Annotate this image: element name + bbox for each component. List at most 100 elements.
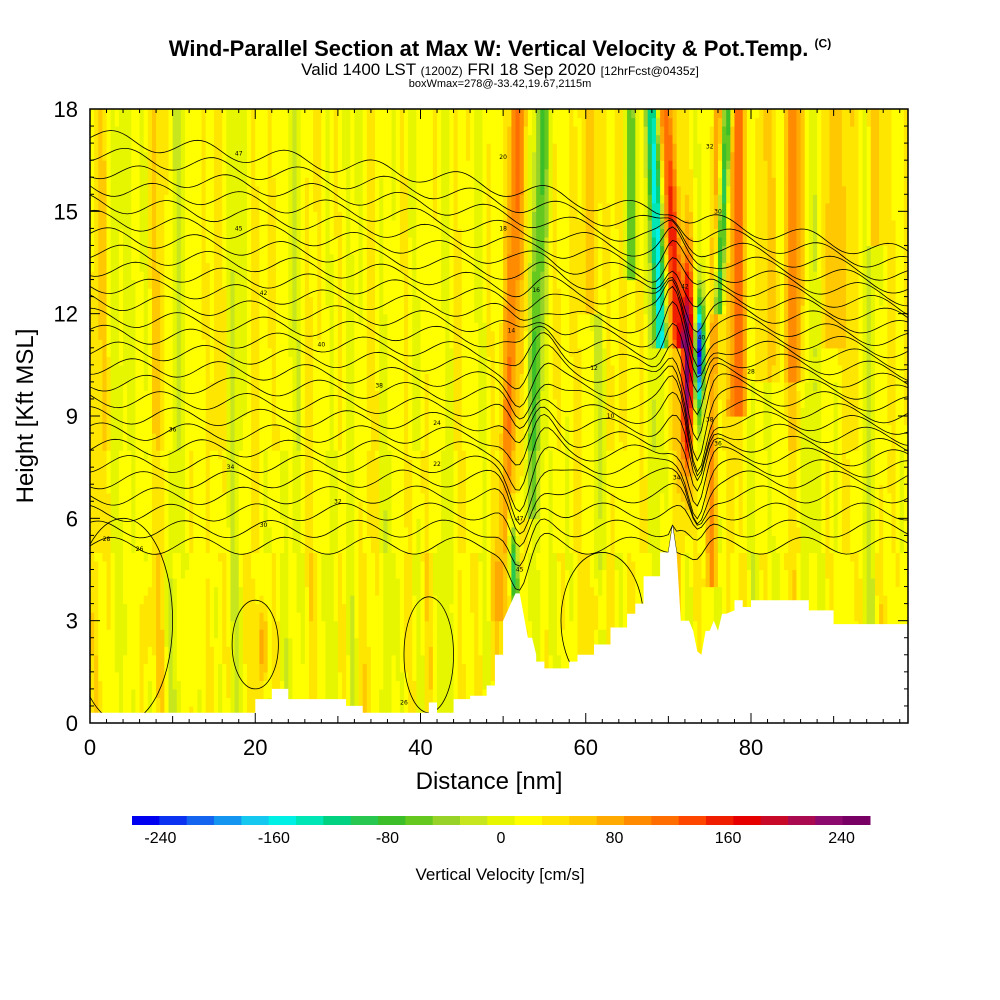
heatmap-cell (222, 322, 227, 332)
heatmap-cell (127, 126, 132, 136)
heatmap-cell (201, 552, 207, 562)
heatmap-cell (358, 313, 364, 323)
heatmap-cell (164, 629, 170, 639)
heatmap-cell (218, 305, 223, 315)
heatmap-cell (238, 313, 244, 323)
heatmap-cell (313, 475, 318, 485)
heatmap-cell (139, 509, 145, 519)
heatmap-cell (280, 356, 285, 366)
heatmap-cell (350, 407, 355, 417)
heatmap-cell (102, 151, 108, 161)
heatmap-cell (259, 373, 265, 383)
heatmap-cell (358, 441, 364, 451)
heatmap-cell (275, 450, 281, 460)
heatmap-cell (209, 143, 215, 153)
heatmap-cell (218, 219, 223, 229)
heatmap-cell (185, 236, 190, 247)
heatmap-cell (238, 168, 244, 178)
heatmap-cell (176, 433, 182, 443)
heatmap-cell (201, 356, 207, 366)
heatmap-cell (98, 185, 103, 195)
heatmap-cell (342, 535, 347, 545)
heatmap-cell (135, 390, 141, 400)
heatmap-cell (251, 381, 256, 392)
heatmap-cell (246, 236, 252, 247)
heatmap-cell (98, 390, 103, 400)
heatmap-cell (362, 143, 368, 153)
heatmap-cell (296, 441, 302, 451)
heatmap-cell (114, 151, 120, 161)
heatmap-cell (127, 467, 132, 477)
heatmap-cell (337, 612, 343, 622)
heatmap-cell (275, 185, 281, 195)
heatmap-cell (255, 688, 260, 699)
heatmap-cell (259, 552, 265, 562)
heatmap-cell (350, 390, 355, 400)
heatmap-cell (275, 424, 281, 434)
heatmap-cell (131, 620, 137, 630)
heatmap-cell (147, 416, 153, 426)
heatmap-cell (106, 330, 112, 340)
heatmap-cell (151, 492, 157, 502)
heatmap-cell (172, 373, 178, 383)
heatmap-cell (123, 441, 128, 451)
heatmap-cell (271, 680, 277, 690)
heatmap-cell (333, 253, 339, 264)
heatmap-cell (176, 117, 182, 127)
heatmap-cell (226, 202, 232, 212)
heatmap-cell (308, 467, 314, 477)
heatmap-cell (226, 484, 232, 494)
heatmap-cell (193, 671, 199, 681)
heatmap-cell (131, 671, 137, 681)
heatmap-cell (230, 288, 236, 298)
heatmap-cell (234, 688, 240, 699)
heatmap-cell (271, 381, 277, 392)
heatmap-cell (342, 168, 347, 178)
heatmap-cell (255, 620, 260, 630)
heatmap-cell (234, 535, 240, 545)
heatmap-cell (90, 688, 95, 699)
heatmap-cell (102, 126, 108, 136)
heatmap-cell (370, 381, 376, 392)
heatmap-cell (131, 552, 137, 562)
heatmap-cell (346, 552, 351, 562)
heatmap-cell (246, 390, 252, 400)
heatmap-cell (370, 595, 376, 605)
heatmap-cell (213, 569, 219, 579)
heatmap-cell (193, 253, 199, 264)
heatmap-cell (197, 211, 203, 221)
heatmap-cell (321, 330, 327, 340)
heatmap-cell (193, 194, 199, 204)
heatmap-cell (127, 680, 132, 690)
heatmap-cell (346, 407, 351, 417)
heatmap-cell (160, 586, 165, 596)
heatmap-cell (346, 151, 351, 161)
heatmap-cell (238, 441, 244, 451)
heatmap-cell (234, 262, 240, 272)
heatmap-cell (176, 671, 182, 681)
heatmap-cell (354, 279, 360, 289)
subtitle-forecast: [12hrFcst@0435z] (600, 64, 699, 78)
heatmap-cell (251, 637, 256, 647)
heatmap-cell (127, 245, 132, 255)
heatmap-cell (366, 296, 372, 306)
heatmap-cell (259, 143, 265, 153)
heatmap-cell (234, 143, 240, 153)
heatmap-cell (160, 151, 165, 161)
heatmap-cell (317, 492, 322, 502)
heatmap-cell (139, 501, 145, 511)
heatmap-cell (304, 109, 310, 119)
heatmap-cell (139, 364, 145, 374)
heatmap-cell (246, 595, 252, 605)
heatmap-cell (337, 680, 343, 690)
heatmap-cell (197, 578, 203, 588)
heatmap-cell (114, 475, 120, 485)
heatmap-cell (98, 219, 103, 229)
heatmap-cell (296, 185, 302, 195)
heatmap-cell (185, 151, 190, 161)
heatmap-cell (300, 253, 306, 264)
heatmap-cell (263, 202, 269, 212)
heatmap-cell (358, 467, 364, 477)
heatmap-cell (168, 117, 174, 127)
heatmap-cell (147, 586, 153, 596)
